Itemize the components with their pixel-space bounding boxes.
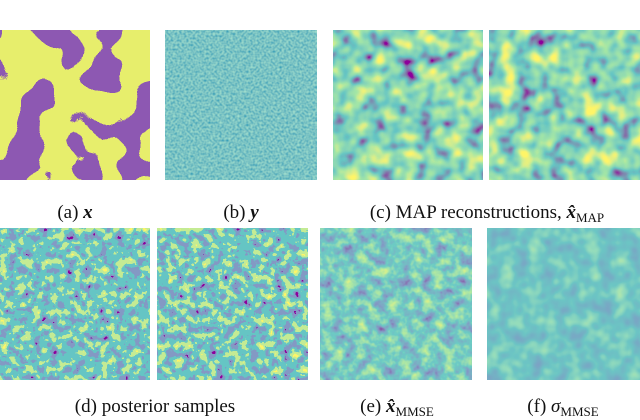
caption-symbol: y [248,202,259,223]
caption-subscript: MAP [576,210,604,225]
caption-a: (a) x [57,202,93,223]
caption-label: (f) [527,396,546,417]
image-sample-1 [0,228,150,380]
image-mmse [320,228,472,380]
caption-label: (a) [57,202,78,223]
caption-symbol: x [82,202,93,223]
image-map-1 [333,30,483,180]
caption-symbol: σ [551,396,561,417]
caption-label: (d) posterior samples [75,396,235,417]
image-y [165,30,317,180]
image-x [0,30,150,180]
caption-subscript: MMSE [396,404,434,419]
caption-label: (c) MAP reconstructions, [370,202,562,223]
image-sigma [487,228,640,380]
caption-b: (b) y [223,202,259,223]
caption-c: (c) MAP reconstructions, x̂MAP [370,202,604,225]
image-map-2 [489,30,640,180]
caption-subscript: MMSE [560,404,598,419]
caption-f: (f) σMMSE [527,396,598,419]
image-sample-2 [157,228,308,380]
caption-d: (d) posterior samples [75,396,235,417]
caption-symbol: x̂ [385,396,396,417]
caption-e: (e) x̂MMSE [360,396,434,419]
caption-label: (e) [360,396,381,417]
caption-label: (b) [223,202,245,223]
caption-symbol: x̂ [565,202,576,223]
